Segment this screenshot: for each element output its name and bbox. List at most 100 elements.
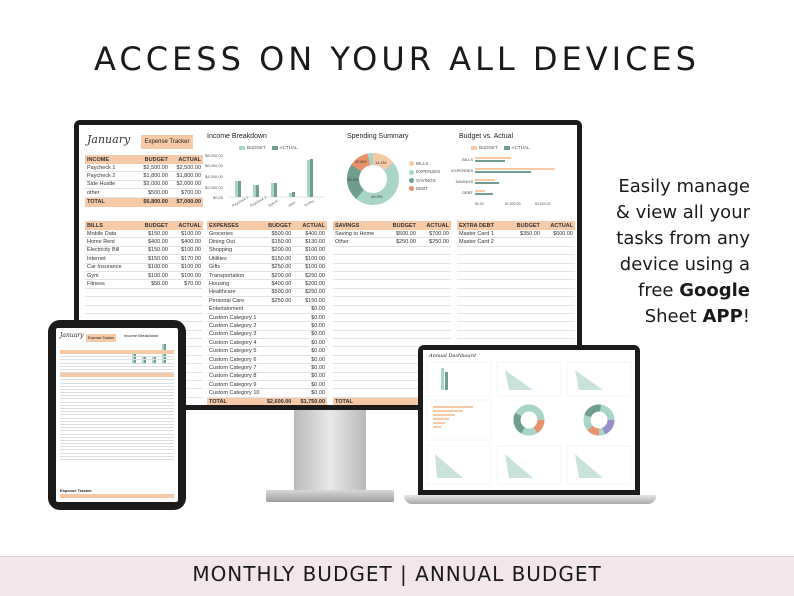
table-cell[interactable]: ACTUAL — [426, 222, 449, 229]
table-cell[interactable]: ACTUAL — [302, 222, 326, 229]
table-row — [333, 272, 451, 281]
table-cell[interactable]: $70.00 — [184, 281, 201, 288]
table-cell[interactable]: $500.00 — [396, 230, 416, 237]
table-cell[interactable]: BUDGET — [268, 222, 292, 229]
table-cell[interactable]: ACTUAL — [178, 156, 201, 163]
table-cell: Car Insurance — [87, 264, 122, 271]
table-cell[interactable]: $100.00 — [181, 272, 201, 279]
table-cell: Electricity Bill — [87, 247, 120, 254]
table-cell[interactable]: $150.00 — [148, 255, 168, 262]
table-row: Custom Category 2 $0.00 — [207, 322, 327, 331]
table-row — [85, 289, 203, 298]
table-row — [333, 255, 451, 264]
table-cell: Custom Category 1 — [209, 314, 257, 321]
table-cell[interactable]: $0.00 — [311, 322, 326, 329]
table-cell[interactable]: $250.00 — [271, 297, 292, 304]
table-header: INCOME BUDGET ACTUAL — [85, 155, 203, 164]
table-cell[interactable]: $400.00 — [181, 239, 201, 246]
table-row — [457, 272, 575, 281]
expense-tracker-button[interactable]: Expense Tracker — [141, 135, 193, 149]
x-tick: other — [288, 200, 298, 208]
mini-row — [60, 387, 174, 390]
table-cell[interactable]: $0.00 — [311, 339, 326, 346]
table-cell[interactable]: $1,750.00 — [300, 399, 326, 405]
table-cell[interactable]: $100.00 — [148, 264, 168, 271]
table-cell[interactable]: $700.00 — [181, 189, 201, 196]
table-cell[interactable]: $50.00 — [151, 281, 168, 288]
table-cell[interactable]: $0.00 — [311, 331, 326, 338]
table-cell: Paycheck 1 — [87, 164, 116, 171]
table-cell[interactable]: BUDGET — [144, 156, 168, 163]
table-cell[interactable]: $150.00 — [148, 247, 168, 254]
table-cell[interactable]: $0.00 — [311, 390, 326, 397]
table-cell[interactable]: BUDGET — [392, 222, 416, 229]
table-cell[interactable]: $0.00 — [311, 348, 326, 355]
category-label: DEBT — [462, 190, 473, 195]
table-cell[interactable]: ACTUAL — [178, 222, 201, 229]
table-cell[interactable]: $2,500.00 — [143, 164, 168, 171]
mini-row — [60, 357, 174, 361]
table-cell[interactable]: $100.00 — [181, 264, 201, 271]
table-cell[interactable]: $0.00 — [311, 381, 326, 388]
table-cell[interactable]: $0.00 — [311, 356, 326, 363]
table-cell[interactable]: $700.00 — [429, 230, 449, 237]
mini-row — [60, 360, 174, 364]
table-cell[interactable]: $200.00 — [271, 247, 292, 254]
table-cell[interactable]: $7,000.00 — [176, 199, 201, 206]
tablet-expense-tracker-button[interactable]: Expense Tracker — [86, 334, 116, 342]
table-cell[interactable]: $100.00 — [305, 255, 326, 262]
table-cell[interactable]: $500.00 — [271, 230, 292, 237]
table-cell[interactable]: $0.00 — [311, 364, 326, 371]
table-cell[interactable]: $100.00 — [181, 230, 201, 237]
table-cell[interactable]: $100.00 — [148, 272, 168, 279]
table-cell[interactable]: $2,000.00 — [143, 181, 168, 188]
table-cell[interactable]: $150.00 — [271, 255, 292, 262]
table-row — [333, 280, 451, 289]
table-cell: Internet — [87, 255, 106, 262]
table-cell[interactable]: ACTUAL — [550, 222, 573, 229]
table-row: Entertainment $0.00 — [207, 306, 327, 314]
table-cell[interactable]: $600.00 — [553, 230, 573, 237]
table-cell[interactable]: $250.00 — [429, 239, 449, 246]
table-cell[interactable]: $2,600.00 — [266, 399, 292, 405]
table-cell[interactable]: $500.00 — [148, 189, 168, 196]
table-row: Saving to Home $500.00 $700.00 — [333, 230, 451, 239]
table-cell[interactable]: $1,800.00 — [176, 173, 201, 180]
table-cell[interactable]: BUDGET — [516, 222, 540, 229]
table-cell[interactable]: $350.00 — [520, 230, 540, 237]
table-cell[interactable]: $6,800.00 — [143, 199, 168, 206]
table-cell[interactable]: $400.00 — [148, 239, 168, 246]
table-cell[interactable]: BUDGET — [144, 222, 168, 229]
table-cell[interactable]: $0.00 — [311, 306, 326, 313]
table-cell[interactable]: $200.00 — [305, 281, 326, 288]
table-row — [333, 289, 451, 298]
laptop-screen: Annual Dashboard — [423, 350, 635, 490]
mini-row — [60, 428, 174, 432]
table-cell[interactable]: $1,800.00 — [143, 173, 168, 180]
table-cell[interactable]: $400.00 — [305, 230, 326, 237]
table-cell[interactable]: $100.00 — [305, 264, 326, 271]
table-cell[interactable]: $170.00 — [181, 255, 201, 262]
table-cell[interactable]: $0.00 — [311, 373, 326, 380]
table-cell[interactable]: $200.00 — [271, 272, 292, 279]
table-row — [333, 297, 451, 306]
x-tick: $0.00 — [475, 202, 484, 206]
x-tick: TOTAL — [304, 199, 316, 208]
table-cell[interactable]: $100.00 — [305, 247, 326, 254]
table-cell[interactable]: $150.00 — [271, 239, 292, 246]
table-cell[interactable]: $0.00 — [311, 314, 326, 321]
table-cell[interactable]: $150.00 — [148, 230, 168, 237]
table-cell[interactable]: $100.00 — [181, 247, 201, 254]
table-cell[interactable]: $2,000.00 — [176, 181, 201, 188]
table-cell[interactable]: $250.00 — [305, 272, 326, 279]
table-cell[interactable]: $500.00 — [271, 289, 292, 296]
table-row: Electricity Bill $150.00 $100.00 — [85, 247, 203, 256]
table-cell[interactable]: $130.00 — [305, 239, 326, 246]
table-cell[interactable]: $150.00 — [305, 297, 326, 304]
table-cell[interactable]: $2,500.00 — [176, 164, 201, 171]
table-cell[interactable]: $250.00 — [271, 264, 292, 271]
mini-row — [60, 441, 174, 445]
table-cell[interactable]: $250.00 — [305, 289, 326, 296]
table-cell[interactable]: $400.00 — [271, 281, 292, 288]
table-cell[interactable]: $250.00 — [396, 239, 416, 246]
